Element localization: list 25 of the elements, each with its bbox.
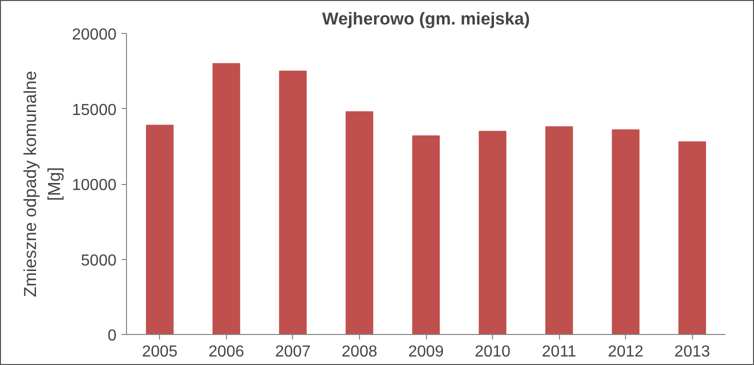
x-tick-label: 2005	[142, 344, 178, 360]
bar	[346, 111, 374, 334]
x-tick-label: 2007	[275, 344, 311, 360]
y-tick-label: 10000	[72, 177, 117, 194]
x-tick-label: 2006	[208, 344, 244, 360]
x-tick-label: 2013	[674, 344, 710, 360]
y-tick-label: 15000	[72, 102, 117, 119]
x-tick-label: 2012	[608, 344, 644, 360]
bar	[146, 124, 174, 334]
bar	[412, 135, 440, 334]
y-tick-label: 20000	[72, 26, 117, 44]
bar	[612, 129, 640, 334]
chart-title: Wejherowo (gm. miejska)	[322, 8, 530, 28]
bar	[279, 70, 307, 334]
bar	[678, 141, 706, 334]
x-tick-label: 2008	[342, 344, 378, 360]
x-tick-label: 2010	[474, 344, 510, 360]
bar	[545, 126, 573, 334]
y-tick-label: 5000	[80, 252, 117, 270]
x-tick-label: 2009	[408, 344, 444, 360]
bar	[212, 63, 240, 334]
y-axis-title: Zmieszne odpady komunalne [Mg]	[20, 70, 64, 298]
bar	[478, 130, 506, 334]
x-tick-label: 2011	[542, 344, 576, 360]
y-tick-label: 0	[108, 328, 117, 344]
